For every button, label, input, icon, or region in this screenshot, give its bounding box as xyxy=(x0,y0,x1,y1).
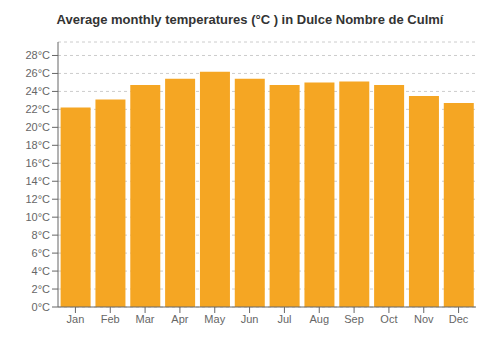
svg-text:8°C: 8°C xyxy=(32,229,51,241)
svg-text:Jul: Jul xyxy=(277,313,291,325)
svg-text:10°C: 10°C xyxy=(25,211,50,223)
svg-text:Jan: Jan xyxy=(67,313,85,325)
svg-text:Apr: Apr xyxy=(171,313,188,325)
svg-text:Sep: Sep xyxy=(344,313,364,325)
svg-text:Nov: Nov xyxy=(414,313,434,325)
svg-text:Oct: Oct xyxy=(380,313,397,325)
svg-text:Aug: Aug xyxy=(309,313,329,325)
svg-text:May: May xyxy=(204,313,225,325)
svg-text:Dec: Dec xyxy=(449,313,469,325)
svg-text:Jun: Jun xyxy=(241,313,259,325)
svg-text:20°C: 20°C xyxy=(25,121,50,133)
html-text:Average monthly temperatures (: Average monthly temperatures (°C ) in Du… xyxy=(56,12,444,27)
svg-text:4°C: 4°C xyxy=(32,265,51,277)
svg-text:6°C: 6°C xyxy=(32,247,51,259)
svg-text:14°C: 14°C xyxy=(25,175,50,187)
svg-text:26°C: 26°C xyxy=(25,67,50,79)
svg-text:0°C: 0°C xyxy=(32,301,51,313)
svg-text:18°C: 18°C xyxy=(25,139,50,151)
svg-text:2°C: 2°C xyxy=(32,283,51,295)
svg-text:28°C: 28°C xyxy=(25,49,50,61)
svg-text:12°C: 12°C xyxy=(25,193,50,205)
svg-text:Feb: Feb xyxy=(101,313,120,325)
svg-text:22°C: 22°C xyxy=(25,103,50,115)
svg-text:Mar: Mar xyxy=(136,313,155,325)
svg-text:16°C: 16°C xyxy=(25,157,50,169)
svg-text:24°C: 24°C xyxy=(25,85,50,97)
